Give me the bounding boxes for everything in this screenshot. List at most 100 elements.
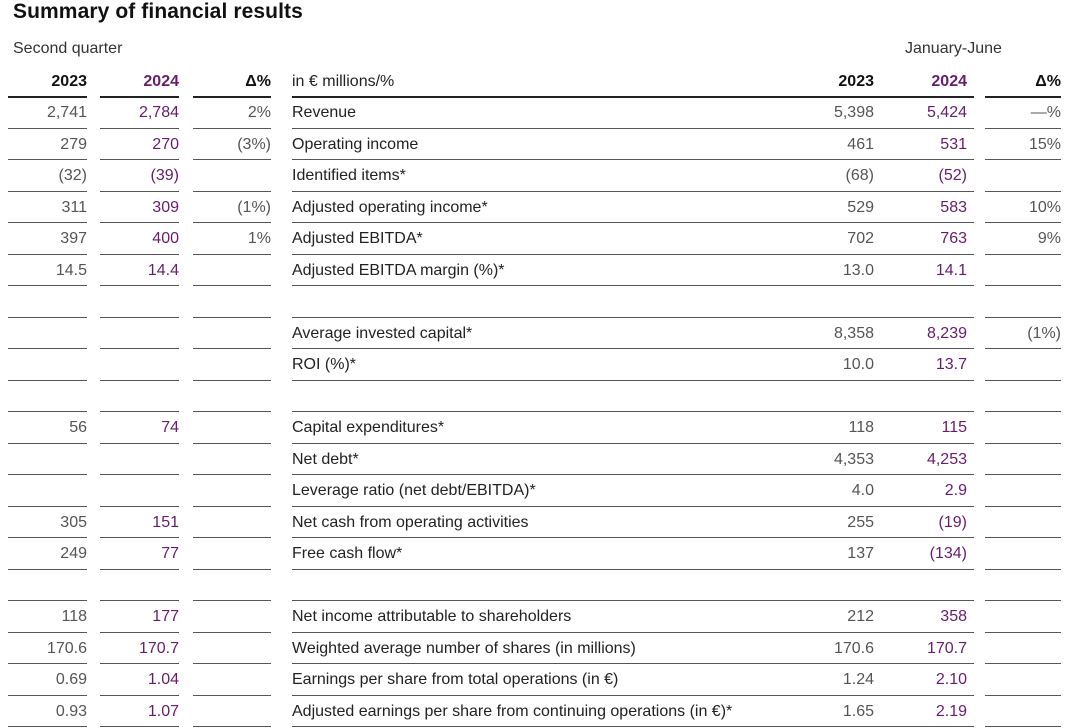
row-divider bbox=[193, 411, 271, 412]
cell-h-2024: 2.10 bbox=[935, 671, 967, 688]
cell-q-2023: 311 bbox=[61, 198, 87, 216]
cell-q-2024: 14.4 bbox=[147, 261, 179, 279]
cell-h-delta bbox=[985, 538, 1061, 570]
cell-h-2023: 1.65 bbox=[842, 702, 874, 720]
row-divider bbox=[100, 127, 179, 129]
row-divider bbox=[8, 411, 87, 412]
cell-h-2024: 2.19 bbox=[935, 702, 967, 720]
row-divider bbox=[193, 222, 271, 223]
row-divider bbox=[8, 127, 87, 129]
row-divider bbox=[985, 442, 1061, 444]
cell-h-delta bbox=[985, 444, 1061, 476]
cell-h-2023: 137 bbox=[847, 545, 874, 562]
cell-q-2024 bbox=[100, 318, 179, 350]
cell-h-delta bbox=[985, 475, 1061, 507]
row-divider bbox=[985, 505, 1061, 507]
row-divider bbox=[292, 568, 974, 570]
row-divider bbox=[8, 285, 87, 286]
row-divider bbox=[193, 631, 271, 633]
row-divider bbox=[985, 694, 1061, 696]
cell-q-2023: 2,741 bbox=[46, 104, 87, 121]
row-divider bbox=[100, 631, 179, 633]
row-label: Net cash from operating activities bbox=[292, 513, 529, 531]
header-h-2023: 2023 bbox=[838, 73, 874, 90]
cell-q-delta bbox=[193, 601, 271, 633]
cell-h-2023: 461 bbox=[847, 135, 874, 153]
cell-h-2024: 170.7 bbox=[926, 639, 967, 657]
row-divider bbox=[8, 253, 87, 255]
row-label: Earnings per share from total operations… bbox=[292, 671, 619, 688]
row-divider bbox=[100, 348, 179, 349]
cell-q-2024: 177 bbox=[152, 608, 179, 625]
cell-h-2023: 8,358 bbox=[833, 324, 874, 342]
cell-q-delta bbox=[193, 507, 271, 539]
row-divider bbox=[100, 663, 179, 664]
cell-q-2024: 1.07 bbox=[147, 702, 179, 720]
cell-h-2024: 583 bbox=[940, 198, 967, 216]
row-divider bbox=[193, 568, 271, 570]
header-h-2024: 2024 bbox=[931, 73, 967, 90]
row-divider bbox=[292, 631, 974, 633]
row-divider bbox=[100, 411, 179, 412]
row-divider bbox=[193, 96, 271, 98]
row-divider bbox=[985, 159, 1061, 160]
row-divider bbox=[193, 663, 271, 664]
cell-h-2024: 115 bbox=[941, 419, 967, 436]
row-divider bbox=[193, 127, 271, 129]
cell-h-2024: 4,253 bbox=[926, 450, 967, 468]
row-divider bbox=[292, 663, 974, 664]
row-label: Free cash flow* bbox=[292, 545, 403, 562]
cell-q-2024: 151 bbox=[152, 513, 179, 531]
row-divider bbox=[985, 96, 1061, 98]
cell-q-2023: 397 bbox=[60, 230, 87, 247]
header-label: in € millions/% bbox=[292, 73, 395, 90]
cell-q-delta: 1% bbox=[247, 230, 271, 247]
cell-q-2024 bbox=[100, 349, 179, 381]
cell-q-delta bbox=[193, 255, 271, 287]
row-divider bbox=[193, 253, 271, 255]
row-divider bbox=[100, 537, 179, 538]
cell-q-delta bbox=[193, 538, 271, 570]
row-divider bbox=[292, 285, 974, 286]
cell-q-2023: (32) bbox=[58, 167, 87, 184]
row-label: Net income attributable to shareholders bbox=[292, 608, 572, 625]
row-divider bbox=[985, 568, 1061, 570]
row-divider bbox=[100, 474, 179, 475]
cell-h-delta: 15% bbox=[1028, 135, 1061, 153]
row-divider bbox=[985, 379, 1061, 381]
cell-q-delta bbox=[193, 412, 271, 444]
cell-q-2024 bbox=[100, 286, 179, 318]
cell-q-2024: (39) bbox=[150, 167, 179, 184]
row-divider bbox=[292, 222, 974, 223]
row-divider bbox=[100, 190, 179, 192]
cell-h-2024 bbox=[888, 286, 967, 318]
cell-q-delta bbox=[193, 381, 271, 413]
cell-q-delta bbox=[193, 318, 271, 350]
cell-h-2023: 212 bbox=[847, 608, 874, 625]
row-divider bbox=[8, 159, 87, 160]
row-divider bbox=[193, 348, 271, 349]
row-divider bbox=[100, 600, 179, 601]
row-divider bbox=[8, 96, 87, 98]
cell-h-2023: (68) bbox=[845, 167, 874, 184]
cell-q-2024 bbox=[100, 381, 179, 413]
cell-q-delta: (3%) bbox=[237, 135, 271, 153]
cell-q-2024: 400 bbox=[152, 230, 179, 247]
cell-h-delta bbox=[985, 160, 1061, 192]
row-divider bbox=[985, 411, 1061, 412]
row-divider bbox=[193, 316, 271, 318]
row-divider bbox=[985, 253, 1061, 255]
row-divider bbox=[985, 190, 1061, 192]
cell-q-delta bbox=[193, 349, 271, 381]
cell-q-2024: 309 bbox=[152, 198, 179, 216]
row-divider bbox=[8, 316, 87, 318]
row-divider bbox=[292, 316, 974, 318]
cell-h-2024: 763 bbox=[940, 230, 967, 247]
cell-q-2023 bbox=[8, 286, 87, 318]
cell-q-delta bbox=[193, 633, 271, 665]
row-divider bbox=[292, 411, 974, 412]
row-divider bbox=[193, 726, 271, 727]
row-divider bbox=[985, 600, 1061, 601]
cell-q-2023: 279 bbox=[60, 135, 87, 153]
row-divider bbox=[292, 127, 974, 129]
